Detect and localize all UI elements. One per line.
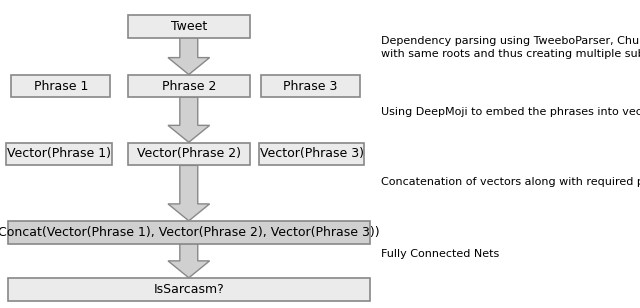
FancyBboxPatch shape <box>6 143 111 165</box>
FancyBboxPatch shape <box>128 14 250 38</box>
Text: Using DeepMoji to embed the phrases into vectors: Using DeepMoji to embed the phrases into… <box>381 107 640 117</box>
Polygon shape <box>168 244 210 278</box>
FancyBboxPatch shape <box>128 75 250 97</box>
Polygon shape <box>168 97 210 142</box>
Polygon shape <box>168 165 210 221</box>
FancyBboxPatch shape <box>8 278 369 301</box>
Text: Dependency parsing using TweeboParser, Chunking of words
with same roots and thu: Dependency parsing using TweeboParser, C… <box>381 36 640 59</box>
Text: Phrase 1: Phrase 1 <box>34 80 88 93</box>
Text: Concat(Vector(Phrase 1), Vector(Phrase 2), Vector(Phrase 3)): Concat(Vector(Phrase 1), Vector(Phrase 2… <box>0 226 380 239</box>
FancyBboxPatch shape <box>259 143 365 165</box>
Text: Vector(Phrase 1): Vector(Phrase 1) <box>7 148 111 160</box>
Text: Phrase 3: Phrase 3 <box>284 80 337 93</box>
Text: Concatenation of vectors along with required padding or cutting: Concatenation of vectors along with requ… <box>381 177 640 187</box>
Text: IsSarcasm?: IsSarcasm? <box>154 283 224 296</box>
Text: Phrase 2: Phrase 2 <box>162 80 216 93</box>
FancyBboxPatch shape <box>261 75 360 97</box>
Text: Vector(Phrase 3): Vector(Phrase 3) <box>260 148 364 160</box>
Polygon shape <box>168 38 210 75</box>
Text: Tweet: Tweet <box>171 20 207 33</box>
FancyBboxPatch shape <box>128 143 250 165</box>
Text: Vector(Phrase 2): Vector(Phrase 2) <box>137 148 241 160</box>
FancyBboxPatch shape <box>12 75 110 97</box>
Text: Fully Connected Nets: Fully Connected Nets <box>381 249 499 259</box>
FancyBboxPatch shape <box>8 221 369 244</box>
